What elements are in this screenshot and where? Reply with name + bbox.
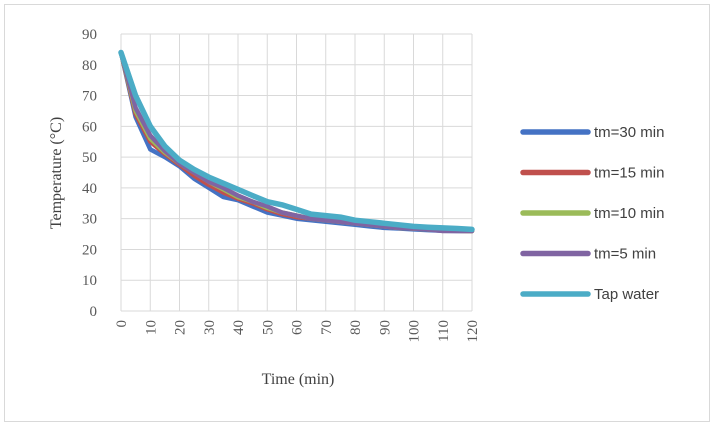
y-tick-label: 60 [82,119,97,135]
x-tick-label: 0 [114,320,130,328]
x-tick-label: 110 [436,320,452,342]
x-tick-label: 120 [465,320,481,343]
x-tick-label: 80 [348,320,364,335]
legend: tm=30 min tm=15 min tm=10 min tm=5 min Tap w… [520,124,664,303]
y-tick-label: 90 [82,27,97,43]
x-tick-label: 90 [377,320,393,335]
x-tick-label: 30 [202,320,218,335]
y-tick-label: 30 [82,212,97,228]
x-tick-labels: 0 10 20 30 40 50 60 70 80 90 100 110 120 [114,320,481,343]
legend-label: tm=10 min [594,205,664,222]
x-tick-label: 40 [231,320,247,335]
y-tick-label: 50 [82,150,97,166]
x-tick-label: 60 [290,320,306,335]
chart-frame [4,4,710,422]
legend-label: tm=30 min [594,124,664,141]
y-tick-label: 80 [82,58,97,74]
x-tick-label: 20 [173,320,189,335]
y-tick-label: 0 [90,304,98,320]
x-tick-label: 70 [319,320,335,335]
legend-label: tm=5 min [594,246,656,263]
legend-label: Tap water [594,286,659,303]
legend-label: tm=15 min [594,165,664,182]
series-line-tap-water [118,49,475,233]
x-axis-title: Time (min) [262,371,335,388]
y-tick-label: 40 [82,181,97,197]
y-tick-label: 10 [82,273,97,289]
y-axis-title: Temperature (°C) [48,117,65,229]
series-lines [118,49,475,234]
y-tick-label: 20 [82,242,97,258]
x-tick-label: 50 [260,320,276,335]
y-tick-labels: 0 10 20 30 40 50 60 70 80 90 [82,27,97,320]
x-tick-label: 10 [143,320,159,335]
gridlines [120,33,473,312]
x-tick-label: 100 [407,320,423,343]
y-tick-label: 70 [82,89,97,105]
